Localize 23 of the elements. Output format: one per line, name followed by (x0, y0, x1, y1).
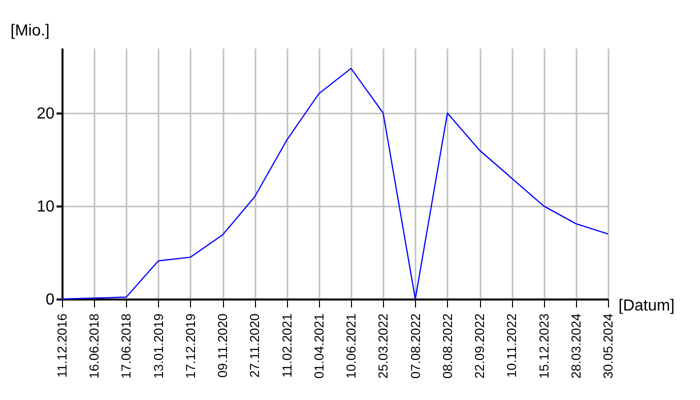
y-axis-title: [Mio.] (10, 22, 50, 40)
x-tick-label: 30.05.2024 (600, 314, 616, 379)
x-tick-label: 15.12.2023 (536, 314, 552, 379)
x-tick-label: 17.12.2019 (182, 314, 198, 379)
x-tick-label: 13.01.2019 (150, 314, 166, 379)
x-axis-title: [Datum] (618, 298, 675, 314)
x-tick-label: 16.06.2018 (86, 314, 102, 379)
y-tick-label: 10 (36, 198, 55, 216)
x-tick-label: 01.04.2021 (311, 314, 326, 379)
y-tick-label: 0 (46, 292, 55, 308)
x-tick-label: 07.08.2022 (408, 314, 423, 379)
x-tick-label: 10.11.2022 (504, 314, 520, 378)
x-tick-label: 11.12.2016 (54, 314, 70, 378)
y-tick-label: 20 (36, 106, 55, 123)
x-tick-label: 25.03.2022 (376, 314, 391, 379)
x-tick-label: 08.08.2022 (440, 314, 455, 379)
x-tick-label: 10.06.2021 (344, 314, 359, 379)
x-tick-label: 22.09.2022 (472, 314, 488, 379)
x-tick-label: 11.02.2021 (279, 314, 294, 378)
x-tick-label: 17.06.2018 (118, 314, 134, 379)
x-tick-label: 09.11.2020 (215, 314, 230, 378)
x-tick-label: 28.03.2024 (568, 314, 584, 379)
x-tick-label: 27.11.2020 (247, 314, 262, 378)
